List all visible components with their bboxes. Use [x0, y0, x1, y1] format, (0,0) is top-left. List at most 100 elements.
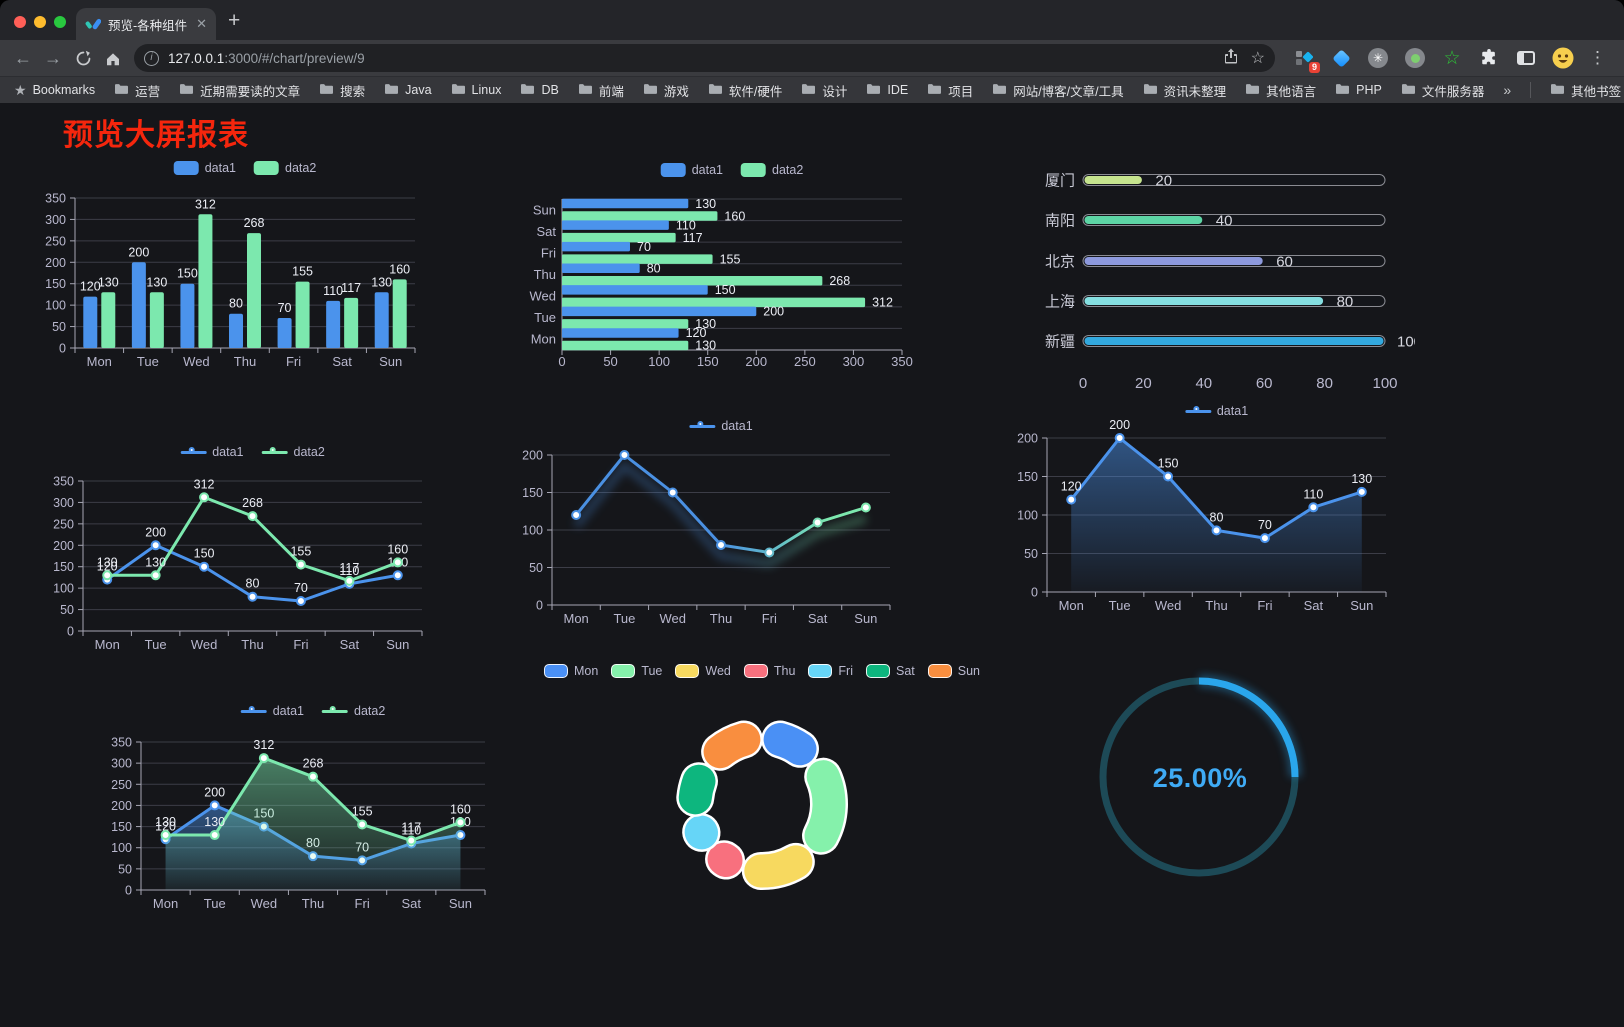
- c8-canvas: [676, 720, 848, 890]
- page-title: 预览大屏报表: [63, 119, 249, 152]
- line-series-icon: [1184, 404, 1211, 418]
- bookmarks-root-item[interactable]: ★ Bookmarks: [14, 82, 95, 99]
- svg-text:120: 120: [155, 819, 176, 833]
- folder-icon: [520, 83, 535, 98]
- legend-item-data1[interactable]: data1: [689, 419, 753, 433]
- url-text[interactable]: 127.0.0.1:3000/#/chart/preview/9: [168, 51, 1211, 66]
- legend-item-data1[interactable]: data1: [180, 445, 244, 459]
- svg-text:Sun: Sun: [379, 354, 402, 369]
- bookmark-folder[interactable]: Java: [384, 83, 432, 98]
- chart-donut: Mon Tue Wed Thu Fri Sat Sun: [543, 655, 980, 900]
- new-tab-button[interactable]: +: [228, 9, 241, 32]
- close-window-button[interactable]: [14, 16, 26, 28]
- extension-star-icon[interactable]: ☆: [1443, 47, 1461, 69]
- svg-text:Fri: Fri: [355, 896, 370, 911]
- legend-item-Tue[interactable]: Tue: [611, 664, 662, 678]
- bookmark-folder[interactable]: 前端: [578, 81, 624, 100]
- bookmark-folder[interactable]: 网站/博客/文章/工具: [992, 81, 1124, 100]
- side-panel-icon: [1517, 51, 1535, 65]
- zoom-window-button[interactable]: [54, 16, 66, 28]
- profile-avatar[interactable]: [1552, 47, 1574, 69]
- svg-text:Sun: Sun: [1350, 598, 1373, 613]
- bookmark-folder[interactable]: 资讯未整理: [1143, 81, 1226, 100]
- bookmark-label: DB: [541, 83, 559, 97]
- legend-item-data1[interactable]: data1: [660, 163, 723, 177]
- share-button[interactable]: [1223, 47, 1239, 70]
- extensions-menu-button[interactable]: [1478, 47, 1500, 69]
- side-panel-button[interactable]: [1515, 47, 1537, 69]
- url-path: :3000/#/chart/preview/9: [224, 50, 365, 66]
- svg-text:100: 100: [1017, 509, 1038, 523]
- svg-text:200: 200: [522, 449, 543, 463]
- svg-text:80: 80: [1210, 510, 1224, 524]
- svg-text:Thu: Thu: [534, 267, 556, 282]
- extension-grid-icon[interactable]: 9: [1293, 47, 1320, 73]
- extension-badge: 9: [1308, 62, 1320, 73]
- chart-bar-horizontal: data1 data2 0 50 100 150 200 250 300 350 Sun 130 160…: [500, 145, 930, 375]
- extension-gem-icon[interactable]: [1330, 47, 1352, 69]
- legend-item-Wed[interactable]: Wed: [675, 664, 731, 678]
- bookmark-folder[interactable]: Linux: [451, 83, 502, 98]
- bookmark-folder[interactable]: 搜索: [319, 81, 365, 100]
- svg-text:300: 300: [45, 213, 66, 227]
- extension-record-icon[interactable]: [1404, 47, 1426, 69]
- legend-item-data1[interactable]: data1: [173, 161, 236, 175]
- site-info-icon[interactable]: i: [144, 50, 159, 66]
- extension-asterisk-icon[interactable]: ✳: [1367, 47, 1389, 69]
- svg-text:Tue: Tue: [534, 310, 556, 325]
- svg-text:130: 130: [146, 275, 167, 289]
- svg-text:Thu: Thu: [710, 611, 732, 626]
- back-button[interactable]: ←: [14, 47, 32, 68]
- svg-text:268: 268: [244, 216, 265, 230]
- legend-item-data2[interactable]: data2: [254, 161, 316, 175]
- svg-text:Tue: Tue: [145, 637, 167, 652]
- asterisk-circle-icon: ✳: [1368, 48, 1388, 68]
- bookmark-folder[interactable]: 项目: [927, 81, 973, 100]
- bookmark-folder[interactable]: 其他语言: [1245, 81, 1316, 100]
- bookmark-folder[interactable]: 近期需要读的文章: [179, 81, 300, 100]
- browser-menu-button[interactable]: ⋮: [1589, 48, 1606, 67]
- legend-item-data1[interactable]: data1: [1184, 404, 1248, 418]
- svg-text:Tue: Tue: [137, 354, 159, 369]
- bookmark-folder[interactable]: DB: [520, 83, 559, 98]
- bookmarks-overflow-chevron[interactable]: »: [1503, 82, 1512, 98]
- svg-text:120: 120: [686, 326, 707, 340]
- bookmark-folder[interactable]: 设计: [801, 81, 847, 100]
- tab-close-icon[interactable]: ✕: [196, 16, 207, 31]
- minimize-window-button[interactable]: [34, 16, 46, 28]
- address-bar[interactable]: i 127.0.0.1:3000/#/chart/preview/9 ☆: [134, 44, 1275, 72]
- bookmark-folder[interactable]: 软件/硬件: [708, 81, 782, 100]
- legend-item-Thu[interactable]: Thu: [743, 664, 795, 678]
- legend-item-Sat[interactable]: Sat: [866, 664, 915, 678]
- tab-strip: 预览-各种组件 ✕ +: [0, 0, 1624, 40]
- legend-item-data2[interactable]: data2: [741, 163, 803, 177]
- legend-item-data2[interactable]: data2: [322, 704, 385, 718]
- bookmark-folder[interactable]: IDE: [866, 83, 908, 98]
- browser-tab[interactable]: 预览-各种组件 ✕: [76, 8, 216, 40]
- reload-button[interactable]: [68, 48, 98, 69]
- home-icon: [107, 53, 119, 65]
- series-swatch-icon: [543, 664, 568, 678]
- bookmark-label: Java: [405, 83, 432, 97]
- bookmark-folder[interactable]: 游戏: [643, 81, 689, 100]
- svg-text:Wed: Wed: [1155, 598, 1182, 613]
- svg-text:300: 300: [843, 354, 865, 369]
- legend-item-Mon[interactable]: Mon: [543, 664, 598, 678]
- home-button[interactable]: [98, 48, 128, 69]
- legend-item-Fri[interactable]: Fri: [808, 664, 853, 678]
- bookmark-folder[interactable]: PHP: [1335, 83, 1382, 98]
- legend-item-data2[interactable]: data2: [261, 445, 325, 459]
- bookmark-label: Linux: [471, 83, 502, 97]
- bookmark-folder[interactable]: 运营: [114, 81, 160, 100]
- svg-text:312: 312: [872, 296, 893, 310]
- legend-item-data1[interactable]: data1: [240, 704, 304, 718]
- forward-button[interactable]: →: [44, 47, 62, 68]
- bookmark-folder[interactable]: 文件服务器: [1401, 81, 1484, 100]
- other-bookmarks-folder[interactable]: 其他书签: [1550, 81, 1621, 100]
- legend-item-Sun[interactable]: Sun: [927, 664, 980, 678]
- svg-text:Thu: Thu: [1205, 598, 1227, 613]
- bookmark-page-button[interactable]: ☆: [1250, 50, 1265, 67]
- bookmark-label: 软件/硬件: [728, 84, 783, 99]
- chart-legend: data1 data2: [173, 161, 316, 175]
- svg-text:130: 130: [695, 339, 716, 353]
